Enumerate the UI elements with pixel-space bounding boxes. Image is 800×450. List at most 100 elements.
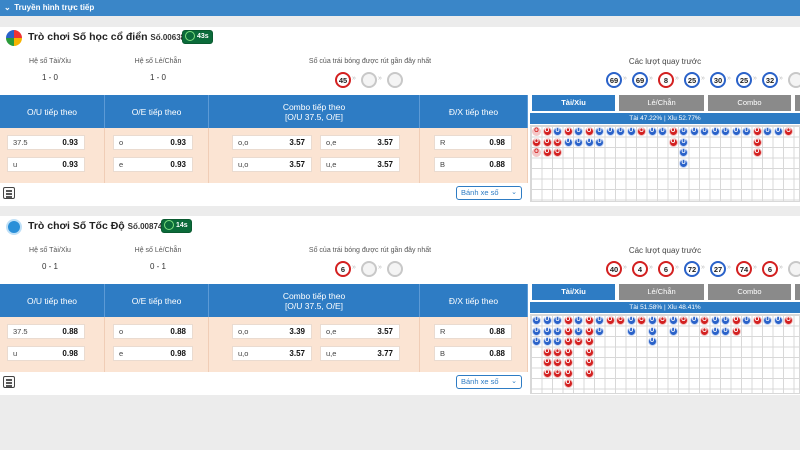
dropdown-label: Bánh xe số <box>461 188 499 197</box>
oe-odds-value: 1 - 0 <box>149 73 166 82</box>
number-wheel-dropdown[interactable]: Bánh xe số ⌄ <box>456 375 522 389</box>
tab-odd-even[interactable]: Lẻ/Chẵn <box>619 284 704 300</box>
bet-combo-button[interactable]: u,e 3.77 <box>320 346 400 361</box>
bet-under-button[interactable]: u 0.93 <box>7 157 85 172</box>
header-label: O/U tiếp theo <box>26 295 78 306</box>
header-label: Đ/X tiếp theo <box>448 106 499 117</box>
tab-over-under[interactable]: Tài/Xỉu <box>532 284 615 300</box>
bet-combo-button[interactable]: u,o 3.57 <box>232 157 312 172</box>
bet-over-button[interactable]: 37.5 0.93 <box>7 135 85 150</box>
bet-odds: 3.57 <box>377 160 393 169</box>
classic-game-icon <box>6 30 22 46</box>
bet-combo-button[interactable]: u,o 3.57 <box>232 346 312 361</box>
bet-label: e <box>119 349 124 358</box>
arrow-icon: » <box>753 264 757 271</box>
road-over-marker: O <box>731 316 741 325</box>
road-over-marker: O <box>574 337 583 346</box>
tab-more[interactable] <box>795 95 800 111</box>
bet-even-button[interactable]: e 0.98 <box>113 346 193 361</box>
countdown-timer: 43s <box>182 30 213 44</box>
road-under-marker: U <box>626 127 636 136</box>
bet-blue-button[interactable]: B 0.88 <box>434 346 512 361</box>
arrow-icon: » <box>378 264 382 271</box>
live-tv-header[interactable]: ⌄ Truyền hình trực tiếp <box>0 0 800 16</box>
timer-value: 14s <box>176 222 188 229</box>
bet-blue-button[interactable]: B 0.88 <box>434 157 512 172</box>
road-over-marker: O <box>679 316 688 325</box>
bet-header-oe-next: O/E tiếp theo <box>105 95 209 128</box>
oe-odds-label: Hệ số Lẻ/Chẵn <box>134 58 182 65</box>
ou-odds-value: 0 - 1 <box>41 262 58 271</box>
bet-label: u,o <box>238 160 249 169</box>
prev-ball: 27 <box>710 261 726 277</box>
bet-combo-button[interactable]: u,e 3.57 <box>320 157 400 172</box>
game-name-text: Trò chơi Số học cổ điển <box>28 31 148 43</box>
bet-odd-button[interactable]: o 0.93 <box>113 135 193 150</box>
road-over-marker: O <box>563 326 573 336</box>
road-over-marker: O <box>553 358 562 367</box>
tab-more[interactable] <box>795 284 800 300</box>
calculator-icon[interactable] <box>3 376 15 388</box>
road-under-marker: U <box>658 127 667 136</box>
bet-label: o,e <box>326 138 337 147</box>
tab-combo[interactable]: Combo <box>708 284 791 300</box>
road-under-marker: U <box>668 326 678 336</box>
prev-ball: 30 <box>710 72 726 88</box>
road-over-marker: O <box>553 148 562 157</box>
bet-label: 37.5 <box>13 327 28 336</box>
calculator-icon[interactable] <box>3 187 15 199</box>
road-over-marker: O <box>553 137 562 147</box>
bet-over-button[interactable]: 37.5 0.88 <box>7 324 85 339</box>
road-over-marker: O <box>584 127 594 136</box>
bet-combo-button[interactable]: o,e 3.57 <box>320 135 400 150</box>
game-name: Trò chơi Số học cổ điển Số.00638 <box>28 31 185 43</box>
timer-value: 43s <box>197 33 209 40</box>
bet-footer: Bánh xe số ⌄ <box>0 183 528 205</box>
last-ball: 45 <box>335 72 351 88</box>
tab-odd-even[interactable]: Lẻ/Chẵn <box>619 95 704 111</box>
bet-odds: 3.57 <box>289 349 305 358</box>
bet-combo-button[interactable]: o,e 3.57 <box>320 324 400 339</box>
bet-column <box>105 128 209 183</box>
bet-combo-button[interactable]: o,o 3.39 <box>232 324 312 339</box>
road-under-marker: U <box>700 127 709 136</box>
road-under-marker: U <box>679 158 688 168</box>
bet-even-button[interactable]: e 0.93 <box>113 157 193 172</box>
road-under-marker: U <box>731 127 741 136</box>
road-under-marker: U <box>742 316 751 325</box>
game-name: Trò chơi Số Tốc Độ Số.00874 <box>28 220 162 232</box>
tab-combo[interactable]: Combo <box>708 95 791 111</box>
arrow-icon: » <box>675 75 679 82</box>
road-under-marker: U <box>553 316 562 325</box>
bet-label: o <box>119 327 124 336</box>
header-label: Đ/X tiếp theo <box>448 295 499 306</box>
bet-odd-button[interactable]: o 0.88 <box>113 324 193 339</box>
bet-combo-button[interactable]: o,o 3.57 <box>232 135 312 150</box>
bet-label: B <box>440 349 446 358</box>
bet-header-row: O/U tiếp theo O/E tiếp theo Combo tiếp the… <box>0 284 528 317</box>
road-under-marker: U <box>542 316 552 325</box>
road-under-marker: U <box>553 127 562 136</box>
prev-ball: 6 <box>658 261 674 277</box>
number-wheel-dropdown[interactable]: Bánh xe số ⌄ <box>456 186 522 200</box>
prev-ball: 72 <box>684 261 700 277</box>
road-under-marker: U <box>742 127 751 136</box>
road-under-marker: U <box>721 326 730 336</box>
bet-red-button[interactable]: R 0.88 <box>434 324 512 339</box>
arrow-icon: » <box>727 264 731 271</box>
tab-over-under[interactable]: Tài/Xỉu <box>532 95 615 111</box>
bet-column <box>420 128 528 183</box>
bet-label: o,o <box>238 327 249 336</box>
bet-column <box>209 317 420 372</box>
session-number: Số.00638 <box>150 33 186 42</box>
arrow-icon: » <box>779 75 783 82</box>
road-under-marker: U <box>721 127 730 136</box>
bet-red-button[interactable]: R 0.98 <box>434 135 512 150</box>
bet-column <box>209 128 420 183</box>
prev-ball-more <box>788 72 800 88</box>
road-over-marker: O <box>563 316 573 325</box>
road-over-marker: O <box>532 137 541 147</box>
bet-label: u,e <box>326 349 337 358</box>
bet-under-button[interactable]: u 0.98 <box>7 346 85 361</box>
bet-label: u,e <box>326 160 337 169</box>
